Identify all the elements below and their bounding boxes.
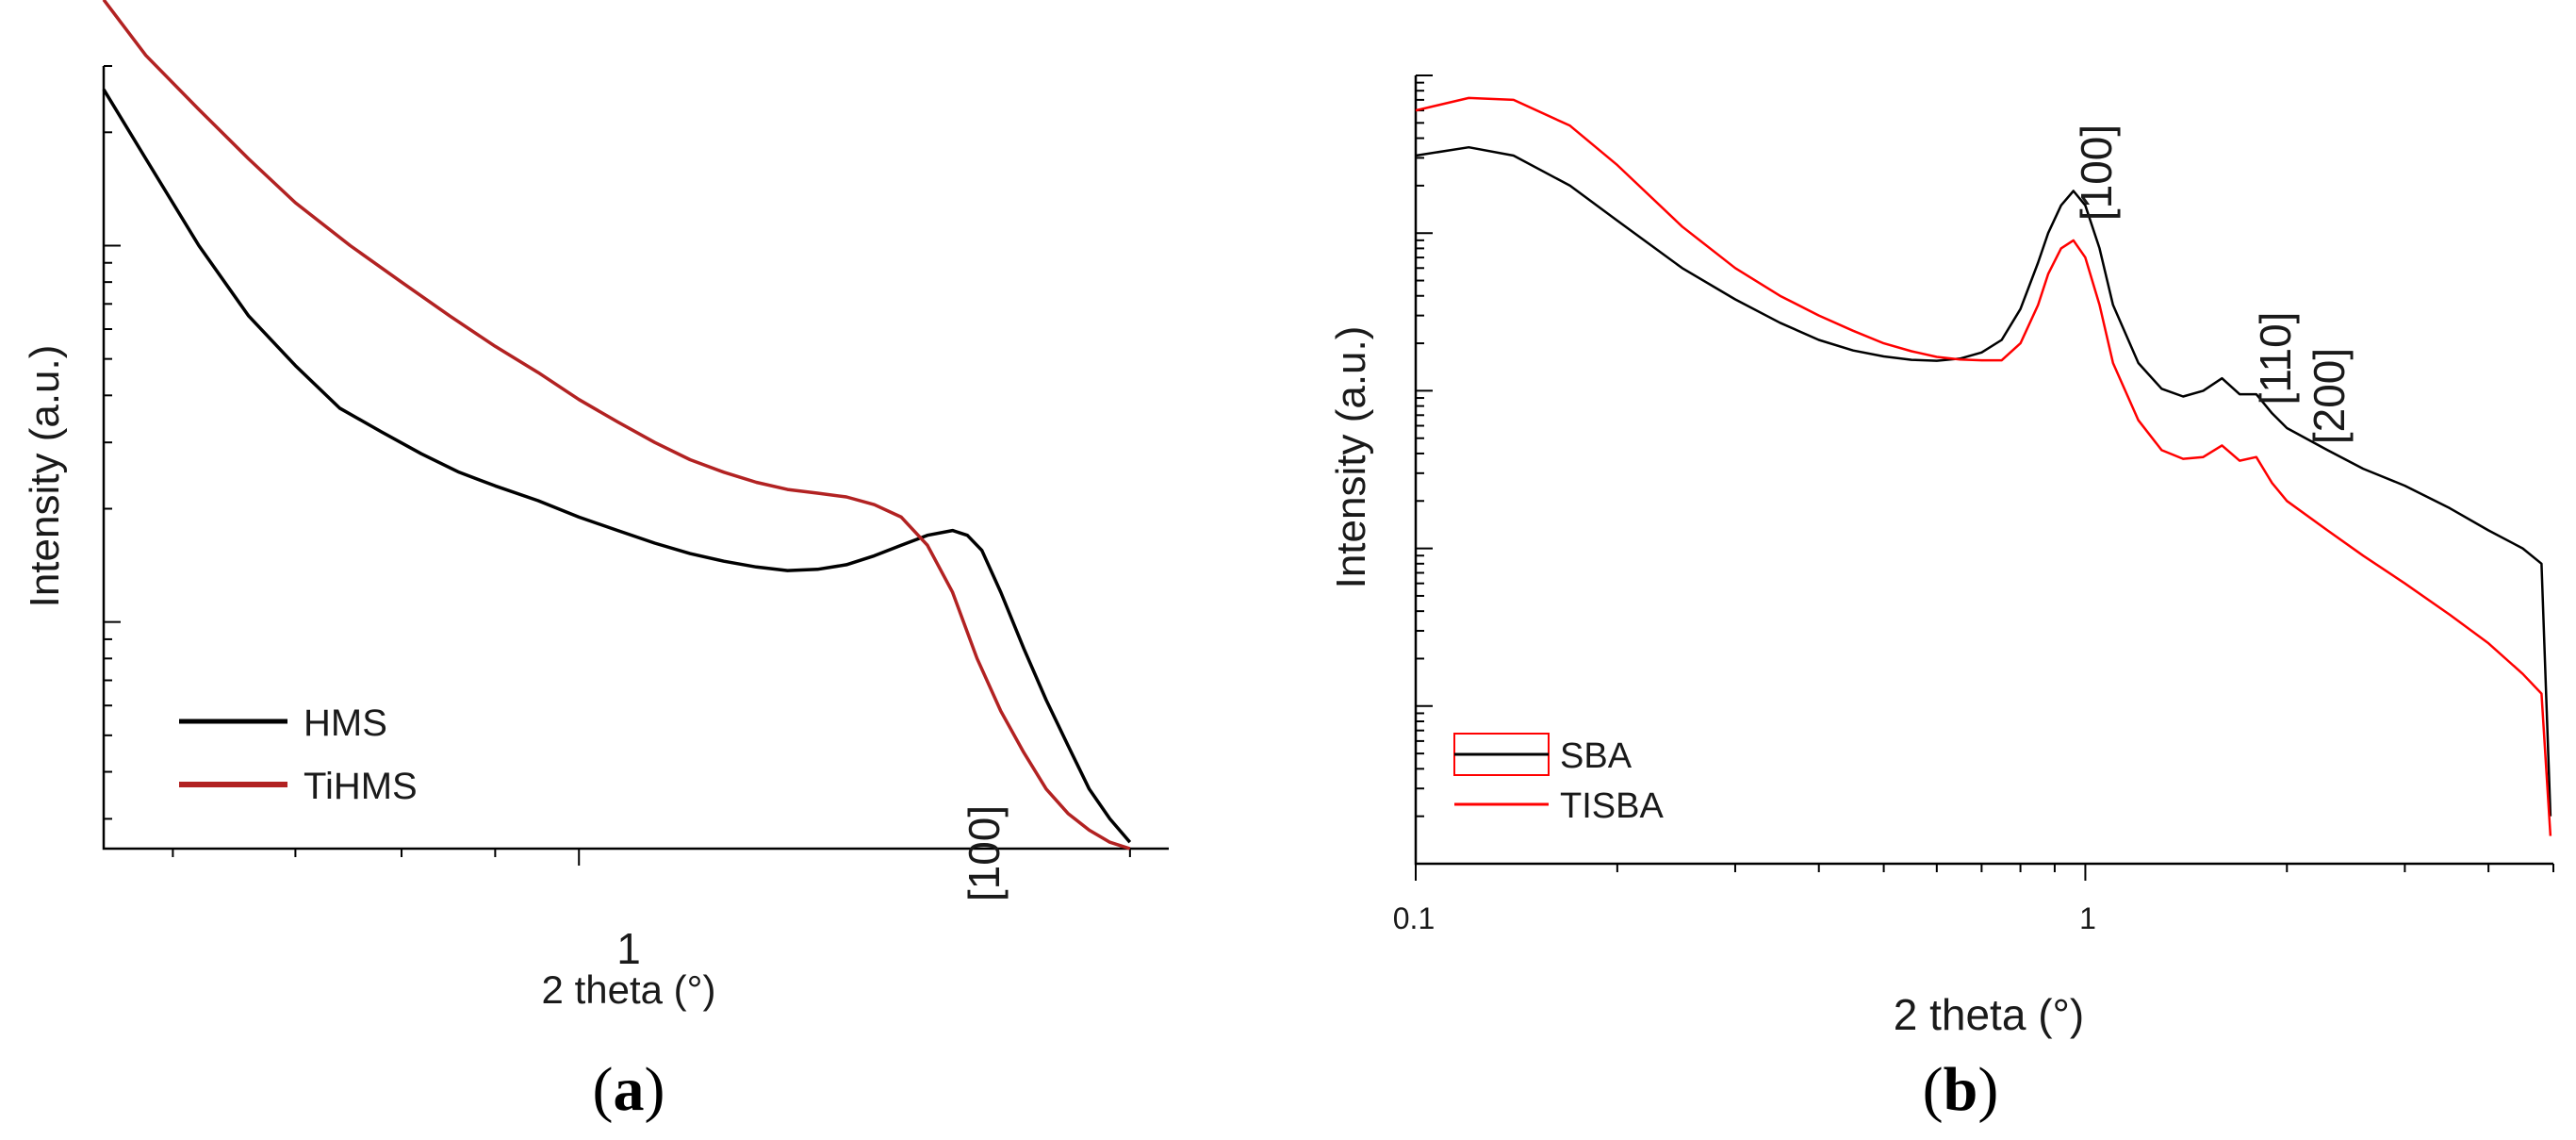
panel-b-tick-0.1: 0.1 bbox=[1393, 901, 1435, 935]
panel-a-y-axis-label: Intensity (a.u.) bbox=[22, 345, 68, 608]
panel-a-caption: (a) bbox=[593, 1055, 665, 1124]
legend-label-hms: HMS bbox=[304, 702, 387, 744]
legend-label-tisba: TISBA bbox=[1560, 786, 1664, 826]
panel-b-annotation-110: [110] bbox=[2251, 312, 2300, 405]
series-line-hms bbox=[102, 88, 1132, 844]
panel-b-plot bbox=[1414, 74, 2554, 881]
panel-b-annotation-200: [200] bbox=[2305, 348, 2354, 444]
panel-a-tick-1: 1 bbox=[616, 924, 641, 973]
series-line-tihms bbox=[102, 0, 1131, 851]
series-line-tisba bbox=[1415, 96, 2552, 836]
panel-b-y-axis-label: Intensity (a.u.) bbox=[1328, 326, 1374, 589]
panel-a-x-axis-label: 2 theta (°) bbox=[542, 967, 716, 1012]
series-line-sba bbox=[1415, 145, 2552, 817]
panel-b-caption: (b) bbox=[1923, 1055, 1999, 1124]
panel-b-legend: SBA TISBA bbox=[1453, 733, 1664, 826]
legend-label-tihms: TiHMS bbox=[304, 766, 418, 807]
panel-a-legend: HMS TiHMS bbox=[179, 702, 418, 807]
panel-b-tick-1: 1 bbox=[2079, 901, 2096, 935]
panel-a-annotation-100: [100] bbox=[960, 805, 1009, 901]
panel-a-axes bbox=[102, 66, 1169, 851]
panel-b-x-axis-label: 2 theta (°) bbox=[1894, 990, 2085, 1039]
legend-label-sba: SBA bbox=[1560, 736, 1633, 776]
panel-b: [100] [110] [200] 0.1 1 2 theta (°) Inte… bbox=[1328, 74, 2554, 1124]
panel-a: [100] 1 2 theta (°) Intensity (a.u.) HMS… bbox=[22, 0, 1169, 1124]
panel-b-annotation-100: [100] bbox=[2072, 124, 2121, 221]
panel-a-plot bbox=[102, 0, 1169, 866]
